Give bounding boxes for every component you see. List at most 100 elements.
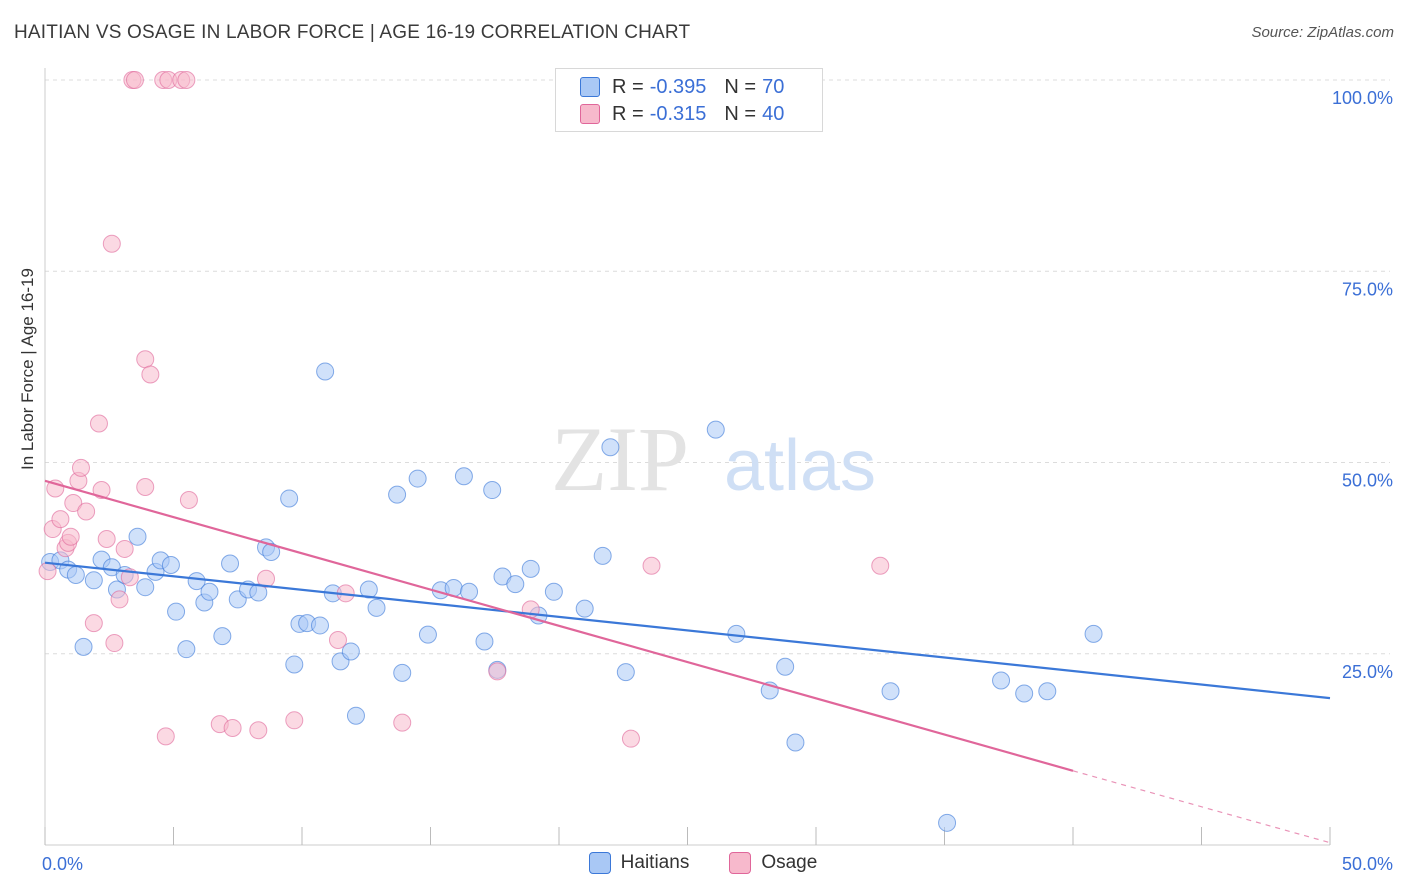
osage-point xyxy=(156,727,175,746)
haitians-point xyxy=(786,733,805,752)
haitians-point xyxy=(221,554,240,573)
legend-swatch-osage xyxy=(580,104,600,124)
haitians-point xyxy=(280,489,299,508)
osage-point xyxy=(89,414,108,433)
haitians-point xyxy=(367,598,386,617)
r-value: -0.315 xyxy=(649,102,707,125)
osage-point xyxy=(871,556,890,575)
legend-row-osage: R = -0.315 N = 40 xyxy=(580,101,784,127)
osage-point xyxy=(84,614,103,633)
haitians-point xyxy=(776,657,795,676)
haitians-point xyxy=(316,362,335,381)
haitians-point xyxy=(454,467,473,486)
r-label: R = xyxy=(612,75,644,98)
haitians-point xyxy=(136,578,155,597)
haitians-point xyxy=(483,481,502,500)
haitians-point xyxy=(601,438,620,457)
haitians-point xyxy=(167,602,186,621)
osage-point xyxy=(97,530,116,548)
osage-point xyxy=(223,718,242,737)
haitians-point xyxy=(187,572,206,591)
trend-lines xyxy=(44,479,1331,844)
osage-point xyxy=(328,630,347,649)
haitians-point xyxy=(84,571,103,590)
haitians-point xyxy=(575,599,594,618)
haitians-point xyxy=(593,546,612,565)
y-tick-label: 50.0% xyxy=(1342,471,1393,491)
haitians-trend-line xyxy=(44,561,1331,700)
watermark-atlas: atlas xyxy=(724,426,876,506)
osage-trend-extension xyxy=(1072,770,1331,844)
osage-point xyxy=(38,562,57,581)
legend-label-haitians: Haitians xyxy=(620,852,690,873)
haitians-point xyxy=(213,627,232,646)
legend-swatch-haitians xyxy=(588,852,611,874)
legend-swatch-haitians xyxy=(580,77,600,97)
osage-point xyxy=(77,502,96,521)
chart-source: Source: ZipAtlas.com xyxy=(1251,24,1394,41)
haitians-point xyxy=(161,556,180,575)
osage-point xyxy=(393,713,412,732)
haitians-point xyxy=(341,642,360,661)
y-tick-label: 25.0% xyxy=(1342,662,1393,682)
haitians-point xyxy=(388,485,407,504)
haitians-point xyxy=(346,706,365,725)
r-value: -0.395 xyxy=(649,75,707,98)
correlation-legend: R = -0.395 N = 70 R = -0.315 N = 40 xyxy=(555,68,823,132)
osage-point xyxy=(136,350,155,369)
watermark: ZIP atlas xyxy=(551,408,876,510)
haitians-point xyxy=(938,813,957,832)
osage-point xyxy=(71,458,90,477)
series-legend: Haitians Osage xyxy=(0,852,1406,874)
y-axis-label: In Labor Force | Age 16-19 xyxy=(18,268,37,470)
haitians-point xyxy=(66,565,85,584)
x-tick-label: 50.0% xyxy=(1342,854,1393,874)
osage-point xyxy=(64,494,83,513)
y-tick-label: 100.0% xyxy=(1332,88,1393,108)
watermark-zip: ZIP xyxy=(551,408,689,510)
haitians-point xyxy=(992,671,1011,690)
haitians-point xyxy=(544,582,563,601)
osage-point xyxy=(285,711,304,730)
legend-label-osage: Osage xyxy=(761,852,818,873)
haitians-point xyxy=(1084,624,1103,643)
osage-point xyxy=(110,590,129,609)
osage-point xyxy=(621,729,640,748)
osage-trend-line xyxy=(44,479,1074,772)
osage-point xyxy=(92,481,111,500)
y-tick-label: 75.0% xyxy=(1342,279,1393,299)
haitians-point xyxy=(310,616,329,635)
osage-point xyxy=(488,662,507,681)
haitians-point xyxy=(521,559,540,578)
legend-swatch-osage xyxy=(729,852,752,874)
haitians-point xyxy=(285,655,304,674)
osage-point xyxy=(105,634,124,653)
haitians-point xyxy=(359,580,378,599)
haitians-point xyxy=(475,632,494,651)
n-label: N = xyxy=(724,75,757,98)
osage-point xyxy=(51,510,70,529)
haitians-point xyxy=(128,527,147,546)
haitians-point xyxy=(177,640,196,659)
osage-point xyxy=(61,527,80,546)
legend-item-osage[interactable]: Osage xyxy=(729,852,817,874)
data-points xyxy=(38,71,1103,832)
n-value: 40 xyxy=(762,102,785,125)
haitians-point xyxy=(706,420,725,439)
osage-point xyxy=(115,539,134,558)
haitians-point xyxy=(393,663,412,682)
haitians-point xyxy=(881,682,900,701)
x-tick-label: 0.0% xyxy=(42,854,83,874)
osage-point xyxy=(642,556,661,575)
legend-row-haitians: R = -0.395 N = 70 xyxy=(580,74,784,100)
haitians-point xyxy=(1038,682,1057,701)
osage-point xyxy=(136,477,155,496)
legend-item-haitians[interactable]: Haitians xyxy=(588,852,690,874)
r-label: R = xyxy=(612,102,644,125)
osage-point xyxy=(177,71,196,89)
haitians-point xyxy=(418,625,437,644)
n-value: 70 xyxy=(762,75,785,98)
n-label: N = xyxy=(724,102,757,125)
osage-point xyxy=(179,490,198,509)
